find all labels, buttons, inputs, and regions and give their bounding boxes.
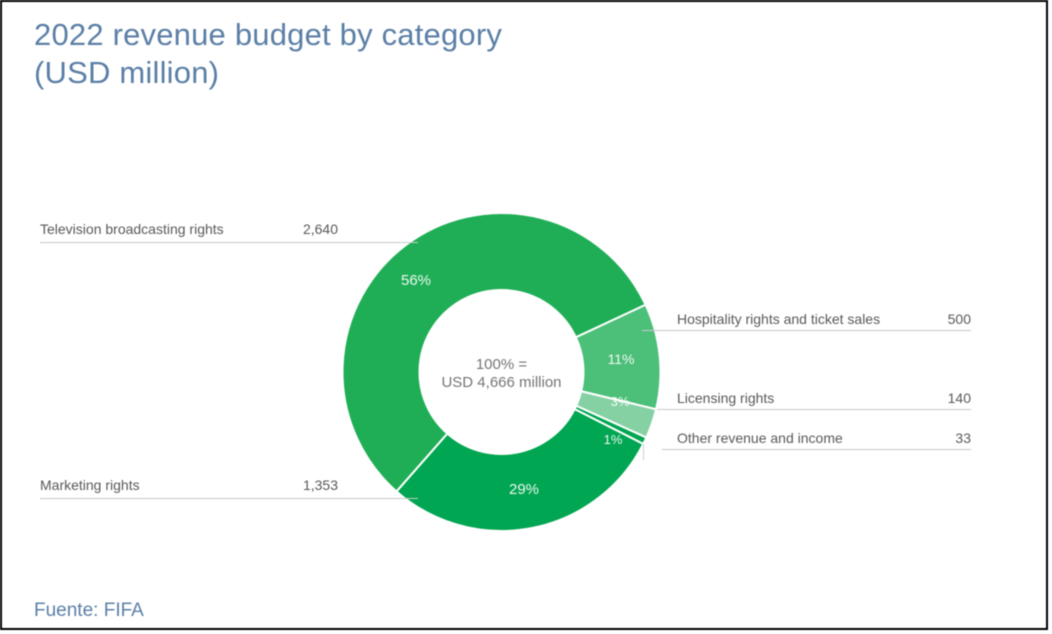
svg-text:29%: 29% — [509, 481, 539, 498]
svg-text:1%: 1% — [604, 432, 623, 447]
svg-text:11%: 11% — [608, 351, 635, 367]
svg-text:3%: 3% — [611, 394, 630, 409]
svg-text:56%: 56% — [401, 272, 431, 289]
